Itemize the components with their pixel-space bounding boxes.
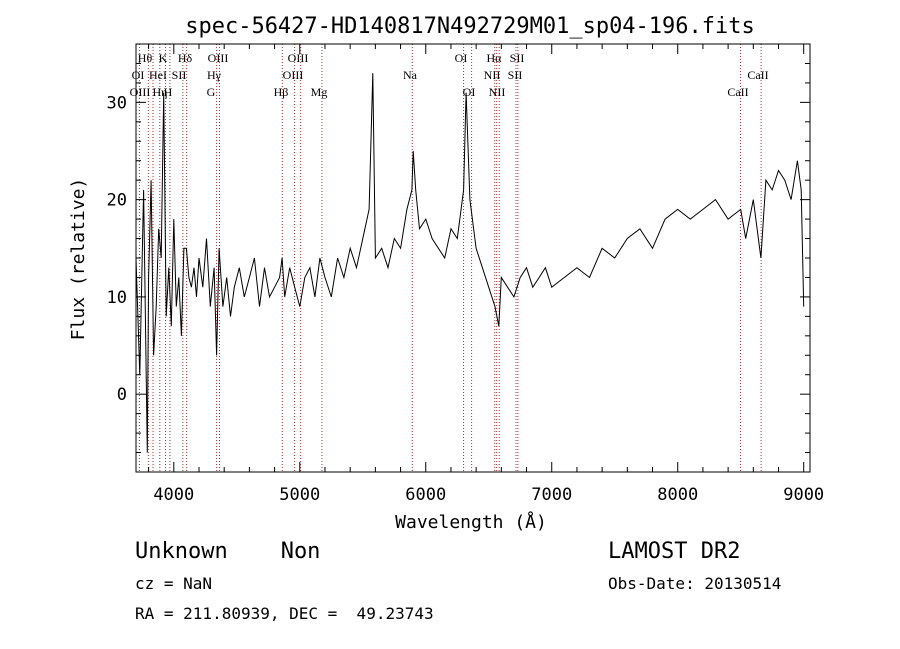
x-tick-label: 6000 — [405, 485, 446, 505]
y-tick-label: 0 — [117, 385, 127, 405]
object-class: Unknown Non — [135, 539, 320, 564]
line-label: OI — [463, 85, 476, 99]
line-label: NII — [484, 68, 501, 82]
line-label: OIII — [130, 85, 151, 99]
line-label: Na — [403, 68, 418, 82]
line-label: NII — [489, 85, 506, 99]
line-label: CaII — [747, 68, 768, 82]
line-label: SII — [508, 68, 523, 82]
line-label: HeI — [149, 68, 167, 82]
line-label: K — [159, 51, 168, 65]
coordinates-text: RA = 211.80939, DEC = 49.23743 — [135, 604, 434, 623]
x-tick-label: 9000 — [783, 485, 824, 505]
chart-title: spec-56427-HD140817N492729M01_sp04-196.f… — [185, 14, 755, 39]
line-label: G — [207, 85, 216, 99]
line-label: SII — [172, 68, 187, 82]
line-label: SII — [510, 51, 525, 65]
y-tick-label: 10 — [107, 288, 127, 308]
y-tick-label: 20 — [107, 191, 127, 211]
line-label: Hδ — [178, 51, 193, 65]
x-axis-ticks: 4000 5000 6000 7000 8000 9000 — [148, 44, 824, 505]
y-axis-ticks: 0 10 20 30 — [107, 62, 810, 454]
series-line — [135, 73, 805, 453]
x-axis-label: Wavelength (Å) — [395, 511, 547, 533]
redshift-text: cz = NaN — [135, 574, 212, 593]
line-label: CaII — [727, 85, 748, 99]
line-label: Hθ — [138, 51, 153, 65]
line-label: OI — [455, 51, 468, 65]
x-tick-label: 8000 — [657, 485, 698, 505]
y-tick-label: 30 — [107, 93, 127, 113]
line-label: H — [164, 85, 173, 99]
line-label: Mg — [311, 85, 328, 99]
line-label: Hα — [487, 51, 503, 65]
line-label: OIII — [283, 68, 304, 82]
survey-name: LAMOST DR2 — [608, 539, 740, 564]
y-axis-label: Flux (relative) — [68, 178, 89, 341]
line-label: Hγ — [207, 68, 222, 82]
observation-date: Obs-Date: 20130514 — [608, 574, 781, 593]
plot-frame — [135, 43, 811, 473]
line-label: OIII — [288, 51, 309, 65]
x-tick-label: 7000 — [531, 485, 572, 505]
spectrum-series — [135, 73, 805, 453]
line-label: Hβ — [274, 85, 289, 99]
spectral-line-markers — [138, 44, 762, 472]
x-tick-label: 5000 — [279, 485, 320, 505]
line-label: OI — [132, 68, 145, 82]
line-label: OIII — [208, 51, 229, 65]
x-tick-label: 4000 — [153, 485, 194, 505]
